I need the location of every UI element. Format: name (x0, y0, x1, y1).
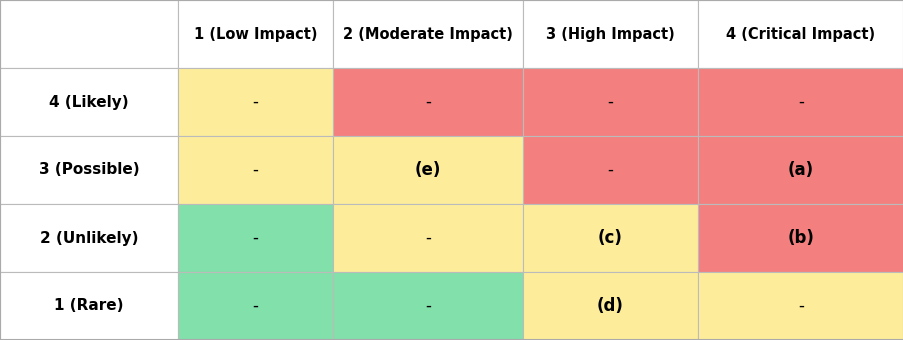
Text: 3 (Possible): 3 (Possible) (39, 163, 139, 177)
Bar (523, 204, 697, 272)
Bar (0, 204, 178, 272)
Text: -: - (252, 229, 258, 247)
Text: -: - (797, 93, 803, 111)
Text: -: - (607, 161, 613, 179)
Bar (697, 204, 903, 272)
Text: -: - (424, 297, 431, 315)
Bar (0, 136, 178, 204)
Text: -: - (424, 93, 431, 111)
Text: -: - (252, 93, 258, 111)
Bar (178, 0, 332, 68)
Bar (0, 68, 178, 136)
Bar (0, 272, 178, 340)
Bar (178, 204, 332, 272)
Bar (332, 136, 523, 204)
Text: 4 (Likely): 4 (Likely) (49, 95, 128, 109)
Text: 3 (High Impact): 3 (High Impact) (545, 27, 675, 41)
Bar (697, 136, 903, 204)
Text: (a): (a) (787, 161, 814, 179)
Text: 2 (Moderate Impact): 2 (Moderate Impact) (342, 27, 512, 41)
Text: -: - (252, 297, 258, 315)
Bar (523, 68, 697, 136)
Text: -: - (252, 161, 258, 179)
Bar (332, 68, 523, 136)
Bar (178, 272, 332, 340)
Bar (523, 0, 697, 68)
Text: -: - (607, 93, 613, 111)
Bar (697, 272, 903, 340)
Text: -: - (424, 229, 431, 247)
Text: 4 (Critical Impact): 4 (Critical Impact) (726, 27, 875, 41)
Text: (d): (d) (596, 297, 623, 315)
Bar (0, 0, 178, 68)
Bar (178, 68, 332, 136)
Text: 1 (Rare): 1 (Rare) (54, 299, 124, 313)
Bar (523, 136, 697, 204)
Text: -: - (797, 297, 803, 315)
Bar (697, 0, 903, 68)
Text: (b): (b) (787, 229, 814, 247)
Text: (e): (e) (414, 161, 441, 179)
Bar (332, 204, 523, 272)
Text: 1 (Low Impact): 1 (Low Impact) (193, 27, 317, 41)
Bar (332, 272, 523, 340)
Bar (523, 272, 697, 340)
Text: (c): (c) (598, 229, 622, 247)
Bar (697, 68, 903, 136)
Text: 2 (Unlikely): 2 (Unlikely) (40, 231, 138, 245)
Bar (178, 136, 332, 204)
Bar (332, 0, 523, 68)
